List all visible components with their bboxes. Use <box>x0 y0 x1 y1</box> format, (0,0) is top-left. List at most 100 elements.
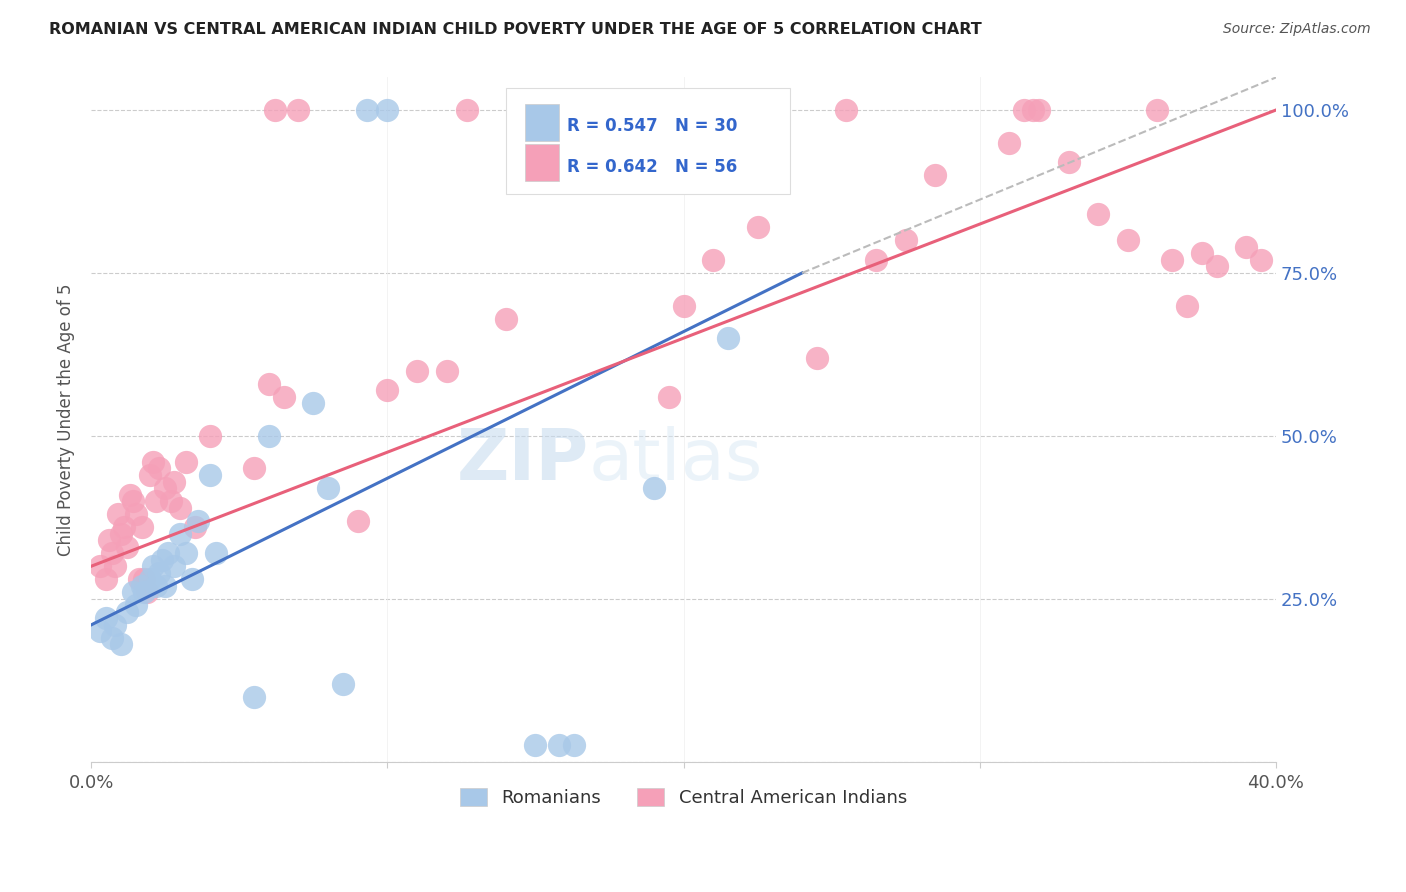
Point <box>243 461 266 475</box>
Point <box>672 299 695 313</box>
Point <box>924 168 946 182</box>
Point <box>377 384 399 398</box>
Text: Source: ZipAtlas.com: Source: ZipAtlas.com <box>1223 22 1371 37</box>
Point <box>148 566 170 580</box>
Point <box>717 331 740 345</box>
Point <box>377 103 399 117</box>
Point <box>198 429 221 443</box>
Point <box>643 481 665 495</box>
FancyBboxPatch shape <box>524 145 560 181</box>
Point <box>865 252 887 267</box>
Point <box>436 364 458 378</box>
Point <box>97 533 120 548</box>
Point <box>187 514 209 528</box>
Point <box>456 103 478 117</box>
Point <box>998 136 1021 150</box>
Point <box>346 514 368 528</box>
Point <box>115 605 138 619</box>
Point <box>163 559 186 574</box>
Point <box>806 351 828 365</box>
Point <box>562 739 585 753</box>
Point <box>524 103 547 117</box>
Point <box>894 233 917 247</box>
Point <box>302 396 325 410</box>
Point <box>104 559 127 574</box>
Text: R = 0.642   N = 56: R = 0.642 N = 56 <box>568 158 738 176</box>
Point <box>104 618 127 632</box>
Point <box>174 455 197 469</box>
Point <box>1028 103 1050 117</box>
Legend: Romanians, Central American Indians: Romanians, Central American Indians <box>453 780 914 814</box>
Point <box>180 572 202 586</box>
Point <box>94 572 117 586</box>
Point <box>115 540 138 554</box>
Text: atlas: atlas <box>589 426 763 495</box>
Point <box>101 546 124 560</box>
Point <box>139 468 162 483</box>
Point <box>1146 103 1168 117</box>
Point <box>1250 252 1272 267</box>
Point <box>124 507 146 521</box>
Point <box>287 103 309 117</box>
Point <box>263 103 285 117</box>
Point <box>1012 103 1035 117</box>
Point <box>142 455 165 469</box>
Point <box>131 520 153 534</box>
Point <box>169 526 191 541</box>
Point <box>134 572 156 586</box>
Point <box>128 572 150 586</box>
Point <box>747 220 769 235</box>
Point <box>658 390 681 404</box>
Point <box>835 103 858 117</box>
Point <box>1175 299 1198 313</box>
Point <box>145 579 167 593</box>
Point <box>257 429 280 443</box>
Point <box>112 520 135 534</box>
Point <box>198 468 221 483</box>
Point <box>1234 240 1257 254</box>
Text: ZIP: ZIP <box>457 426 589 495</box>
Point <box>356 103 378 117</box>
Point <box>110 526 132 541</box>
Point <box>257 376 280 391</box>
Point <box>702 252 724 267</box>
Point <box>717 103 740 117</box>
Point <box>1087 207 1109 221</box>
Point <box>89 559 111 574</box>
Point <box>89 624 111 639</box>
Point <box>599 103 621 117</box>
Point <box>136 585 159 599</box>
Point <box>1116 233 1139 247</box>
Point <box>148 461 170 475</box>
Point <box>1022 103 1045 117</box>
Point <box>94 611 117 625</box>
Point <box>153 579 176 593</box>
Point <box>163 475 186 489</box>
Point <box>124 599 146 613</box>
Point <box>139 572 162 586</box>
Point <box>110 637 132 651</box>
Point <box>619 103 641 117</box>
Point <box>150 553 173 567</box>
Point <box>142 559 165 574</box>
Point <box>131 579 153 593</box>
Point <box>1057 155 1080 169</box>
Point <box>204 546 226 560</box>
Point <box>174 546 197 560</box>
Point <box>243 690 266 704</box>
Point <box>160 494 183 508</box>
Point <box>101 631 124 645</box>
Point <box>107 507 129 521</box>
Y-axis label: Child Poverty Under the Age of 5: Child Poverty Under the Age of 5 <box>58 284 75 556</box>
Point <box>1205 260 1227 274</box>
Text: R = 0.547   N = 30: R = 0.547 N = 30 <box>568 117 738 135</box>
Point <box>316 481 339 495</box>
Point <box>495 311 517 326</box>
Point <box>548 739 571 753</box>
Point <box>157 546 180 560</box>
Text: ROMANIAN VS CENTRAL AMERICAN INDIAN CHILD POVERTY UNDER THE AGE OF 5 CORRELATION: ROMANIAN VS CENTRAL AMERICAN INDIAN CHIL… <box>49 22 981 37</box>
Point <box>524 739 547 753</box>
FancyBboxPatch shape <box>524 104 560 141</box>
Point <box>121 585 143 599</box>
Point <box>118 487 141 501</box>
